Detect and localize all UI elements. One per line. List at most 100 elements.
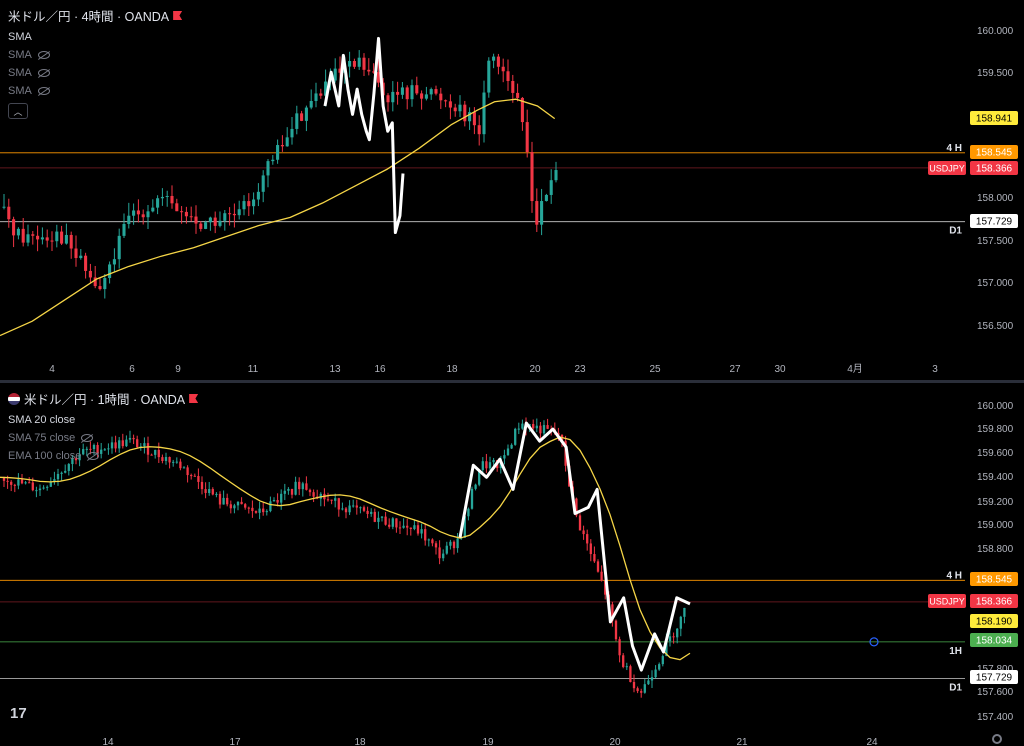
candle-body: [78, 454, 81, 461]
candle-body: [458, 104, 462, 112]
candle-body: [2, 477, 6, 481]
indicator-row-ema100[interactable]: EMA 100 close: [8, 450, 198, 462]
candle-body: [117, 235, 121, 260]
candle-body: [13, 484, 16, 486]
price-label-text: 158.545: [976, 148, 1013, 159]
indicator-row-sma-1[interactable]: SMA: [8, 31, 182, 43]
indicator-row-sma-3[interactable]: SMA: [8, 67, 182, 79]
candle-body: [42, 487, 45, 489]
candle-body: [367, 69, 371, 72]
flag-icon[interactable]: [189, 394, 199, 403]
flag-icon[interactable]: [173, 11, 183, 20]
indicator-label: SMA: [8, 85, 32, 97]
chart-1h-canvas[interactable]: 160.000 159.800 159.600 159.400 159.200 159.0…: [0, 383, 1024, 746]
candle-body: [89, 448, 92, 450]
y-tick-label: 157.800: [977, 664, 1014, 675]
candle-body: [582, 530, 585, 535]
candle-body: [341, 508, 344, 510]
candle-body: [141, 214, 145, 218]
x-tick-label: 24: [866, 737, 878, 746]
indicator-label: SMA: [8, 49, 32, 61]
candle-body: [16, 228, 20, 236]
candle-body: [31, 482, 34, 491]
x-tick-label: 18: [446, 364, 458, 375]
candle-body: [186, 467, 189, 476]
candle-body: [431, 539, 434, 544]
candle-body: [164, 457, 168, 461]
candle-body: [112, 259, 116, 265]
candle-body: [650, 677, 654, 681]
price-label-text: 158.545: [976, 575, 1013, 586]
candle-body: [477, 125, 481, 135]
candle-body: [127, 215, 131, 224]
indicator-row-sma75[interactable]: SMA 75 close: [8, 432, 198, 444]
candle-body: [236, 501, 240, 506]
eye-hidden-icon[interactable]: [81, 434, 94, 442]
price-label-last: [970, 161, 1018, 175]
candle-body: [122, 223, 126, 236]
candle-body: [492, 56, 496, 61]
candle-body: [204, 222, 208, 229]
candle-body: [406, 525, 409, 528]
y-tick-label: 159.200: [977, 497, 1014, 508]
x-tick-label: 30: [774, 364, 786, 375]
candle-body: [488, 462, 492, 469]
chevron-up-icon[interactable]: ︿: [8, 103, 28, 119]
candle-body: [362, 57, 366, 70]
candle-body: [290, 128, 294, 138]
candle-body: [256, 191, 260, 200]
candle-body: [593, 554, 596, 562]
chart-pane-4h[interactable]: 160.000 159.500 158.000 157.500 157.000 156.5…: [0, 0, 1024, 380]
x-tick-label: 20: [529, 364, 541, 375]
candle-body: [546, 425, 549, 429]
symbol-badge: [928, 594, 966, 608]
pane-divider[interactable]: [0, 380, 1024, 383]
eye-hidden-icon[interactable]: [37, 51, 50, 59]
candle-body: [36, 235, 40, 240]
candle-body: [69, 234, 73, 249]
candle-body: [410, 85, 414, 100]
candle-body: [218, 220, 222, 226]
candle-body: [614, 620, 618, 640]
price-label-text: 157.729: [976, 673, 1013, 684]
chart-4h-canvas[interactable]: 160.000 159.500 158.000 157.500 157.000 156.5…: [0, 0, 1024, 380]
candle-body: [485, 461, 488, 469]
candle-body: [218, 493, 222, 505]
candle-body: [269, 501, 272, 512]
candle-body: [554, 170, 558, 181]
indicator-label: SMA: [8, 31, 32, 43]
candle-body: [215, 493, 218, 495]
candle-body: [352, 61, 356, 67]
eye-hidden-icon[interactable]: [37, 87, 50, 95]
candle-body: [544, 194, 548, 202]
candle-body: [107, 448, 110, 450]
eye-hidden-icon[interactable]: [87, 452, 100, 460]
candle-body: [31, 234, 35, 236]
candle-body: [449, 541, 452, 546]
candle-body: [237, 209, 241, 216]
candle-body: [244, 504, 247, 508]
candle-body: [525, 122, 529, 153]
candle-body: [478, 469, 481, 485]
y-tick-label: 159.800: [977, 424, 1014, 435]
candle-body: [625, 666, 628, 668]
candle-body: [280, 145, 284, 147]
candle-body: [285, 137, 289, 147]
symbol-title-1h[interactable]: 米ドル／円 · 1時間 · OANDA: [8, 389, 199, 408]
gear-icon[interactable]: [992, 734, 1002, 744]
eye-hidden-icon[interactable]: [37, 69, 50, 77]
price-label-white-line: [970, 670, 1018, 684]
price-label-text: 158.190: [976, 617, 1013, 628]
indicator-row-sma-2[interactable]: SMA: [8, 49, 182, 61]
chart-pane-1h[interactable]: 160.000 159.800 159.600 159.400 159.200 159.0…: [0, 383, 1024, 746]
candle-body: [287, 488, 290, 491]
y-tick-label: 158.000: [977, 193, 1014, 204]
price-label-green-line: [970, 633, 1018, 647]
price-label-text: 158.366: [976, 597, 1013, 608]
candle-body: [578, 515, 582, 531]
x-tick-label: 25: [649, 364, 661, 375]
indicator-row-sma20[interactable]: SMA 20 close: [8, 414, 198, 426]
symbol-title-4h[interactable]: 米ドル／円 · 4時間 · OANDA: [8, 6, 183, 25]
indicator-row-sma-4[interactable]: SMA: [8, 85, 182, 97]
candle-body: [377, 517, 380, 522]
